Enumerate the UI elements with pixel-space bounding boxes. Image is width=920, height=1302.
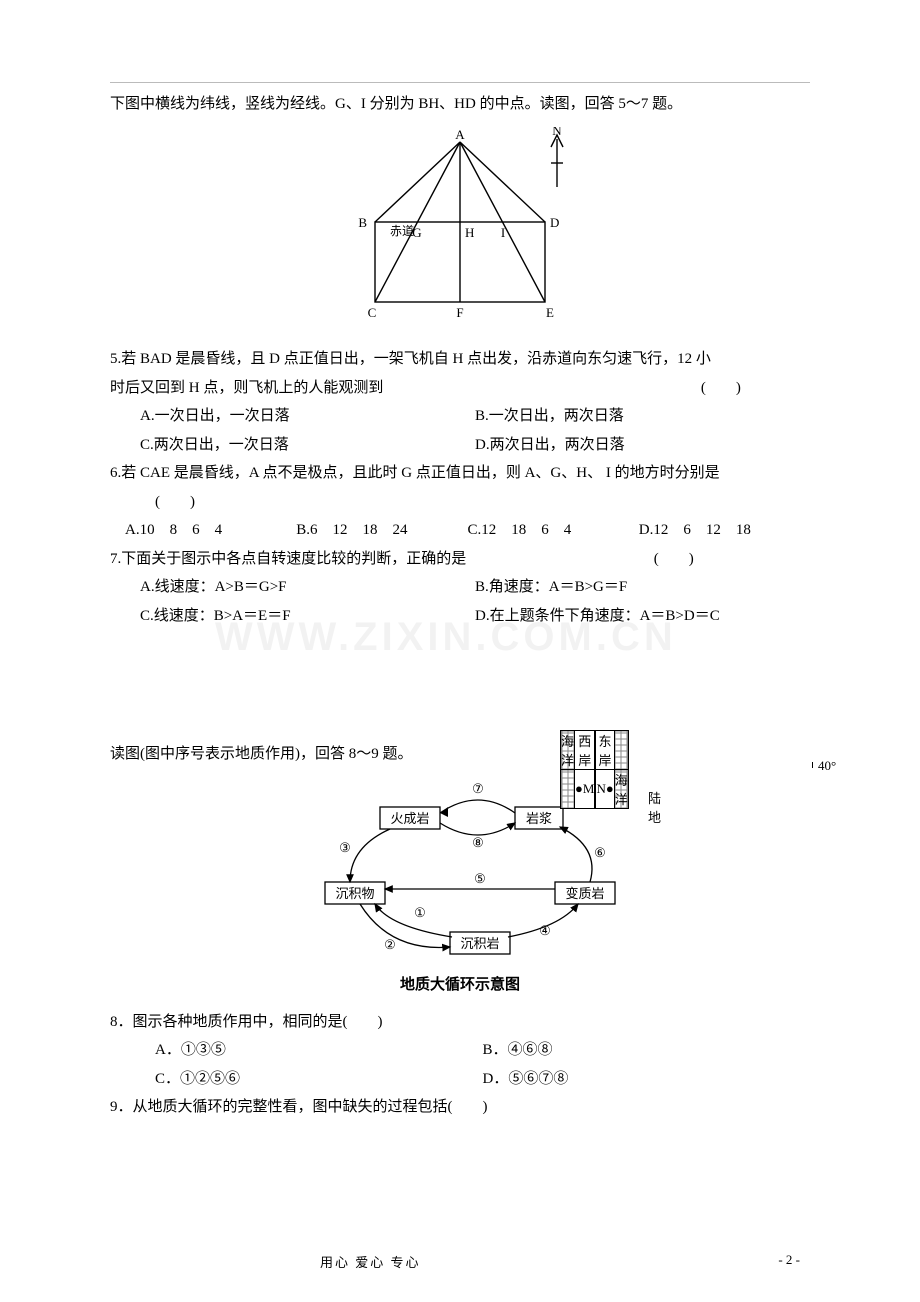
- q5-stem-b-text: 时后又回到 H 点，则飞机上的人能观测到: [110, 380, 383, 396]
- svg-text:D: D: [550, 215, 559, 230]
- intro-8-9: 读图(图中序号表示地质作用)，回答 8～9 题。: [110, 740, 810, 769]
- svg-text:B: B: [358, 215, 367, 230]
- equator-label: 赤道: [390, 224, 414, 238]
- intro-5-7: 下图中横线为纬线，竖线为经线。G、I 分别为 BH、HD 的中点。读图，回答 5…: [110, 90, 810, 119]
- figure-1: N A B D C E F H G I 赤道: [110, 127, 810, 338]
- cell-r1c1: 海洋: [561, 731, 575, 770]
- q8-opts-row2: C．①②⑤⑥ D．⑤⑥⑦⑧: [110, 1065, 810, 1094]
- q5-blank: ( ): [701, 380, 741, 396]
- q7-opt-c: C.线速度：B>A＝E＝F: [140, 602, 475, 631]
- figure-2: 火成岩 岩浆 沉积物 变质岩 沉积岩 ⑦ ⑧ ③ ⑥ ⑤: [110, 777, 810, 1000]
- q8-stem: 8．图示各种地质作用中，相同的是( ): [110, 1008, 810, 1037]
- svg-text:火成岩: 火成岩: [390, 811, 429, 826]
- cell-r2c2: ●M: [575, 770, 595, 809]
- svg-text:①: ①: [414, 905, 426, 920]
- svg-text:C: C: [368, 305, 377, 320]
- q5-stem-b: 时后又回到 H 点，则飞机上的人能观测到 ( ): [110, 374, 810, 403]
- q7-opt-a: A.线速度：A>B＝G>F: [140, 573, 475, 602]
- q5-opt-d: D.两次日出，两次日落: [475, 431, 810, 460]
- cell-r2c5: 海洋: [614, 770, 628, 809]
- svg-text:⑤: ⑤: [474, 871, 486, 886]
- svg-text:H: H: [465, 225, 474, 240]
- q5-opts-row1: A.一次日出，一次日落 B.一次日出，两次日落: [110, 402, 810, 431]
- content-body: 下图中横线为纬线，竖线为经线。G、I 分别为 BH、HD 的中点。读图，回答 5…: [110, 90, 810, 1122]
- q8-opt-d: D．⑤⑥⑦⑧: [483, 1065, 811, 1094]
- q8-opt-b: B．④⑥⑧: [483, 1036, 811, 1065]
- q7-stem: 7.下面关于图示中各点自转速度比较的判断，正确的是 ( ): [110, 545, 810, 574]
- side-table: 海洋 西岸 东岸 ●M N● 海洋: [560, 730, 629, 809]
- q7-stem-text: 7.下面关于图示中各点自转速度比较的判断，正确的是: [110, 551, 466, 567]
- q5-opt-a: A.一次日出，一次日落: [140, 402, 475, 431]
- q5-opts-row2: C.两次日出，一次日落 D.两次日出，两次日落: [110, 431, 810, 460]
- q7-opt-d: D.在上题条件下角速度：A＝B>D＝C: [475, 602, 810, 631]
- footer-pagenum: - 2 -: [778, 1252, 800, 1268]
- svg-text:F: F: [456, 305, 463, 320]
- q7-blank: ( ): [654, 551, 694, 567]
- q7-opt-b: B.角速度：A＝B>G＝F: [475, 573, 810, 602]
- fig1-svg: N A B D C E F H G I 赤道: [345, 127, 575, 327]
- svg-text:I: I: [501, 225, 505, 240]
- cell-r2c4: N●: [596, 770, 614, 809]
- q6-opts: A.10 8 6 4 B.6 12 18 24 C.12 18 6 4 D.12…: [110, 516, 810, 545]
- svg-text:沉积物: 沉积物: [335, 886, 374, 901]
- q7-opts-row2: C.线速度：B>A＝E＝F D.在上题条件下角速度：A＝B>D＝C: [110, 602, 810, 631]
- q6-opt-c: C.12 18 6 4: [468, 516, 639, 545]
- svg-text:⑦: ⑦: [472, 781, 484, 796]
- svg-text:A: A: [455, 127, 465, 142]
- svg-text:E: E: [546, 305, 554, 320]
- q6-blank: ( ): [110, 488, 810, 517]
- q6-opt-a: A.10 8 6 4: [125, 516, 296, 545]
- q7-opts-row1: A.线速度：A>B＝G>F B.角速度：A＝B>G＝F: [110, 573, 810, 602]
- q8-opt-a: A．①③⑤: [155, 1036, 483, 1065]
- latitude-label: 40°: [818, 758, 836, 774]
- svg-text:⑥: ⑥: [594, 845, 606, 860]
- q5-opt-c: C.两次日出，一次日落: [140, 431, 475, 460]
- svg-text:③: ③: [339, 840, 351, 855]
- footer-motto: 用心 爱心 专心: [320, 1252, 421, 1271]
- svg-text:⑧: ⑧: [472, 835, 484, 850]
- q6-opt-b: B.6 12 18 24: [296, 516, 467, 545]
- q5-stem-a: 5.若 BAD 是晨昏线，且 D 点正值日出，一架飞机自 H 点出发，沿赤道向东…: [110, 345, 810, 374]
- q6-stem: 6.若 CAE 是晨昏线，A 点不是极点，且此时 G 点正值日出，则 A、G、H…: [110, 459, 810, 488]
- q6-opt-d: D.12 6 12 18: [639, 516, 810, 545]
- lat-tick: [812, 762, 813, 768]
- svg-text:④: ④: [539, 923, 551, 938]
- header-rule: [110, 82, 810, 83]
- cell-r1c4: 东岸: [596, 731, 614, 770]
- q8-opt-c: C．①②⑤⑥: [155, 1065, 483, 1094]
- q5-opt-b: B.一次日出，两次日落: [475, 402, 810, 431]
- svg-text:岩浆: 岩浆: [526, 811, 552, 826]
- svg-text:沉积岩: 沉积岩: [460, 936, 499, 951]
- label-N: N: [552, 127, 562, 138]
- q9-stem: 9．从地质大循环的完整性看，图中缺失的过程包括( ): [110, 1093, 810, 1122]
- fig2-title: 地质大循环示意图: [110, 971, 810, 1000]
- cell-r1c5: [614, 731, 628, 770]
- q8-opts-row1: A．①③⑤ B．④⑥⑧: [110, 1036, 810, 1065]
- cell-r1c2: 西岸: [575, 731, 595, 770]
- bottom-center-label: 陆 地: [648, 788, 700, 826]
- svg-text:变质岩: 变质岩: [565, 886, 604, 901]
- cell-r2c1: [561, 770, 575, 809]
- svg-text:②: ②: [384, 937, 396, 952]
